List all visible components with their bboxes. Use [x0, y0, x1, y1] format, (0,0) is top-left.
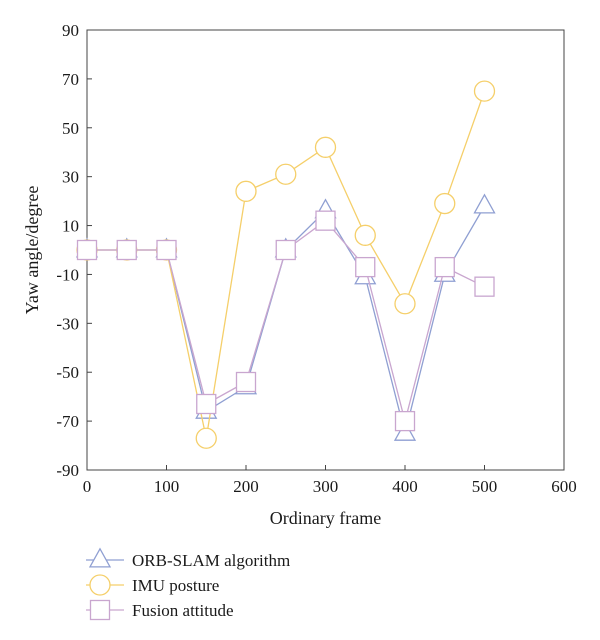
- x-tick-label: 0: [83, 477, 92, 496]
- data-point-triangle: [473, 193, 496, 214]
- y-tick-label: 70: [62, 70, 79, 89]
- legend-item-square: Fusion attitude: [86, 599, 234, 621]
- legend-label-triangle: ORB-SLAM algorithm: [132, 551, 290, 570]
- legend: ORB-SLAM algorithm IMU posture Fusion atti…: [86, 547, 290, 621]
- data-point-square: [394, 410, 416, 432]
- y-tick-label: -90: [56, 461, 79, 480]
- y-tick-label: -50: [56, 363, 79, 382]
- data-point-square: [116, 239, 137, 261]
- data-point-circle: [354, 224, 376, 246]
- y-axis-label: Yaw angle/degree: [22, 186, 42, 315]
- x-tick-label: 200: [233, 477, 259, 496]
- legend-marker-triangle: [88, 547, 112, 568]
- data-point-square: [474, 276, 495, 297]
- y-tick-label: 50: [62, 119, 79, 138]
- legend-item-circle: IMU posture: [86, 574, 219, 596]
- data-point-circle: [195, 427, 217, 449]
- data-point-circle: [434, 192, 456, 215]
- data-point-circle: [235, 180, 257, 202]
- legend-label-square: Fusion attitude: [132, 601, 234, 620]
- data-point-square: [355, 256, 376, 278]
- y-tick-label: -10: [56, 265, 79, 284]
- y-tick-label: 90: [62, 21, 79, 40]
- data-point-square: [275, 239, 296, 261]
- data-point-square: [235, 371, 257, 393]
- series-line-circle: [87, 90, 486, 439]
- legend-item-triangle: ORB-SLAM algorithm: [86, 547, 290, 570]
- x-tick-label: 600: [551, 477, 577, 496]
- data-point-square: [315, 210, 336, 231]
- y-tick-label: -30: [56, 314, 79, 333]
- data-point-circle: [275, 163, 297, 185]
- legend-marker-circle: [89, 574, 111, 596]
- data-point-circle: [473, 80, 496, 102]
- y-tick-label: -70: [56, 412, 79, 431]
- series-circle: [76, 80, 496, 449]
- legend-marker-square: [89, 599, 111, 621]
- y-axis-ticks: -90 -70 -50 -30 -10 10 30 50 70 90: [56, 21, 92, 480]
- x-tick-label: 500: [472, 477, 498, 496]
- legend-label-circle: IMU posture: [132, 576, 219, 595]
- data-point-square: [156, 239, 177, 261]
- series-square: [76, 210, 495, 432]
- x-tick-label: 100: [154, 477, 180, 496]
- x-axis-label: Ordinary frame: [270, 508, 381, 528]
- y-tick-label: 30: [62, 168, 79, 187]
- data-point-square: [196, 393, 217, 415]
- x-tick-label: 400: [392, 477, 418, 496]
- x-axis-ticks: 0 100 200 300 400 500 600: [83, 465, 577, 496]
- x-tick-label: 300: [313, 477, 339, 496]
- data-point-square: [76, 239, 98, 261]
- y-tick-label: 10: [62, 217, 79, 236]
- data-point-circle: [394, 293, 416, 315]
- data-point-circle: [314, 136, 337, 158]
- series-layer: [75, 80, 496, 449]
- data-point-square: [434, 256, 455, 278]
